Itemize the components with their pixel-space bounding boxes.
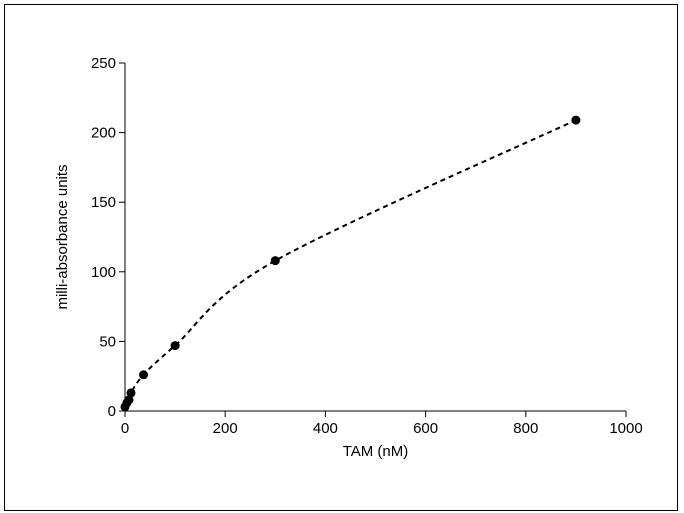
x-tick-label: 200 [213,420,238,437]
y-tick-label: 250 [91,55,116,72]
y-tick-label: 150 [91,194,116,211]
data-point [571,115,581,125]
y-ticks: 0 50 100 150 200 250 [91,55,125,420]
chart-frame [4,4,678,511]
y-axis-title: milli-absorbance units [54,164,71,309]
axes [124,63,626,412]
y-tick-label: 0 [108,403,116,420]
y-tick-label: 100 [91,264,116,281]
y-tick-label: 200 [91,125,116,142]
y-tick-label: 50 [99,333,116,350]
x-tick-label: 600 [413,420,438,437]
data-point [170,341,180,351]
data-point [124,395,134,405]
fit-curve [124,119,577,408]
data-point [126,388,136,398]
x-tick-label: 400 [313,420,338,437]
x-tick-label: 800 [513,420,538,437]
data-point [270,256,280,266]
x-axis-title: TAM (nM) [343,443,409,460]
x-ticks: 0 200 400 600 800 1000 [121,411,643,437]
x-tick-label: 0 [121,420,129,437]
x-tick-label: 1000 [609,420,642,437]
data-point [139,370,149,380]
data-points [120,115,581,412]
